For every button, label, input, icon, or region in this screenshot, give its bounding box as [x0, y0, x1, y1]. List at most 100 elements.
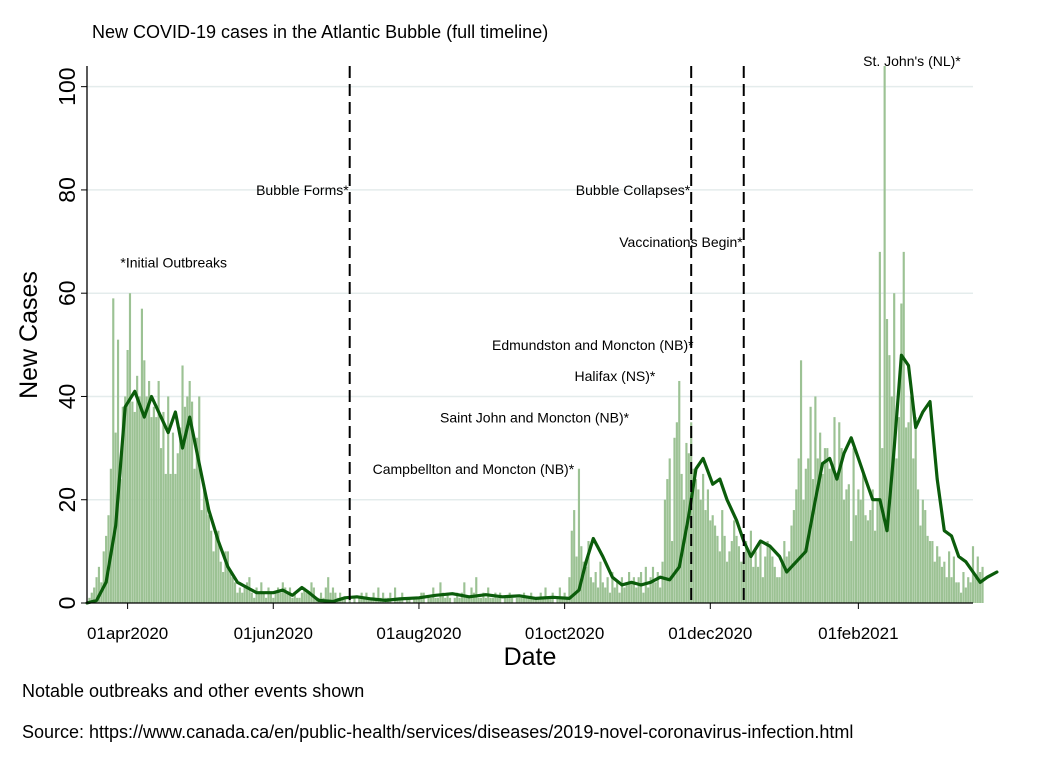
daily-cases-bar: [183, 406, 186, 603]
daily-cases-bar: [785, 556, 788, 603]
daily-cases-bar: [90, 592, 93, 603]
daily-cases-bar: [88, 597, 91, 603]
daily-cases-bar: [601, 582, 604, 603]
daily-cases-bar: [343, 597, 346, 603]
daily-cases-bar: [472, 592, 475, 603]
daily-cases-bar: [561, 597, 564, 603]
daily-cases-bar: [608, 592, 612, 603]
daily-cases-bar: [876, 499, 879, 603]
daily-cases-bar: [883, 66, 886, 603]
daily-cases-bar: [195, 437, 198, 603]
x-tick-label: 01feb2021: [818, 624, 898, 643]
daily-cases-bar: [637, 577, 640, 603]
daily-cases-bar: [179, 427, 182, 603]
daily-cases-bar: [415, 597, 418, 603]
daily-cases-bar: [881, 448, 884, 603]
daily-cases-bar: [656, 572, 659, 603]
daily-cases-bar: [797, 458, 800, 603]
daily-cases-bar: [620, 577, 624, 603]
daily-cases-bar: [632, 577, 635, 603]
moving-average-line: [85, 353, 999, 605]
daily-cases-bar: [537, 597, 540, 603]
daily-cases-bar: [427, 597, 430, 603]
daily-cases-bar: [721, 510, 724, 603]
daily-cases-bar: [749, 530, 752, 603]
y-axis-title: New Cases: [15, 271, 43, 399]
daily-cases-bar: [250, 592, 253, 603]
daily-cases-bar: [912, 458, 915, 603]
daily-cases-bar: [97, 566, 101, 603]
daily-cases-bar: [276, 587, 280, 603]
daily-cases-bar: [222, 572, 225, 603]
daily-cases-bar: [737, 546, 741, 603]
daily-cases-bar: [575, 556, 578, 603]
daily-cases-bar: [926, 535, 929, 603]
daily-cases-bar: [518, 597, 521, 603]
daily-cases-bar: [148, 380, 151, 603]
daily-cases-bar: [845, 489, 848, 603]
daily-cases-bar: [838, 422, 841, 603]
daily-cases-bar: [639, 572, 643, 603]
daily-cases-bar: [439, 582, 442, 603]
daily-cases-bar: [878, 251, 881, 603]
daily-cases-bar: [625, 582, 628, 603]
daily-cases-bar: [93, 587, 96, 603]
daily-cases-bar: [405, 597, 409, 603]
daily-cases-bar: [764, 556, 767, 603]
daily-cases-bar: [233, 582, 237, 603]
daily-cases-bar: [945, 577, 948, 603]
daily-cases-bar: [623, 587, 626, 603]
daily-cases-bar: [382, 592, 385, 603]
x-tick-label: 01jun2020: [234, 624, 313, 643]
daily-cases-bar: [778, 577, 781, 603]
daily-cases-bar: [162, 411, 165, 603]
daily-cases-bar: [788, 551, 791, 603]
outbreak-annotation: Campbellton and Moncton (NB)*: [373, 461, 575, 477]
daily-cases-bar: [549, 597, 552, 603]
daily-cases-bar: [176, 453, 179, 603]
daily-cases-bar: [921, 499, 924, 603]
daily-cases-bar: [630, 582, 633, 603]
daily-cases-bar: [854, 515, 858, 603]
daily-cases-bar: [202, 484, 206, 603]
daily-cases-bar: [582, 561, 585, 603]
daily-cases-bar: [948, 551, 951, 603]
daily-cases-bar: [253, 597, 256, 603]
daily-cases-bar: [482, 592, 485, 603]
daily-cases-bar: [678, 380, 681, 603]
daily-cases-bar: [205, 499, 208, 603]
daily-cases-bar: [728, 551, 731, 603]
line-layer: [85, 353, 999, 605]
x-tick-label: 01dec2020: [668, 624, 752, 643]
daily-cases-bar: [706, 489, 709, 603]
daily-cases-bar: [816, 458, 819, 603]
daily-cases-bar: [245, 582, 249, 603]
daily-cases-bar: [759, 541, 762, 603]
daily-cases-bar: [116, 339, 120, 603]
daily-cases-bar: [102, 551, 105, 603]
daily-cases-bar: [828, 468, 831, 603]
daily-cases-bar: [733, 520, 736, 603]
outbreak-annotation: Saint John and Moncton (NB)*: [440, 409, 630, 425]
daily-cases-bar: [298, 597, 301, 603]
daily-cases-bar: [305, 592, 308, 603]
daily-cases-bar: [300, 592, 304, 603]
daily-cases-bar: [181, 365, 184, 603]
daily-cases-bar: [823, 448, 827, 603]
daily-cases-bar: [852, 448, 855, 603]
daily-cases-bar: [565, 597, 569, 603]
daily-cases-bar: [255, 587, 258, 603]
daily-cases-bar: [308, 592, 311, 603]
daily-cases-bar: [957, 582, 960, 603]
daily-cases-bar: [441, 592, 444, 603]
daily-cases-bar: [869, 510, 872, 603]
daily-cases-bar: [341, 597, 344, 603]
daily-cases-bar: [776, 577, 779, 603]
daily-cases-bar: [802, 499, 805, 603]
daily-cases-bar: [761, 577, 764, 603]
daily-cases-bar: [511, 597, 514, 603]
daily-cases-bar: [164, 473, 167, 603]
daily-cases-bar: [171, 432, 175, 603]
daily-cases-bar: [735, 535, 738, 603]
daily-cases-bar: [243, 587, 246, 603]
